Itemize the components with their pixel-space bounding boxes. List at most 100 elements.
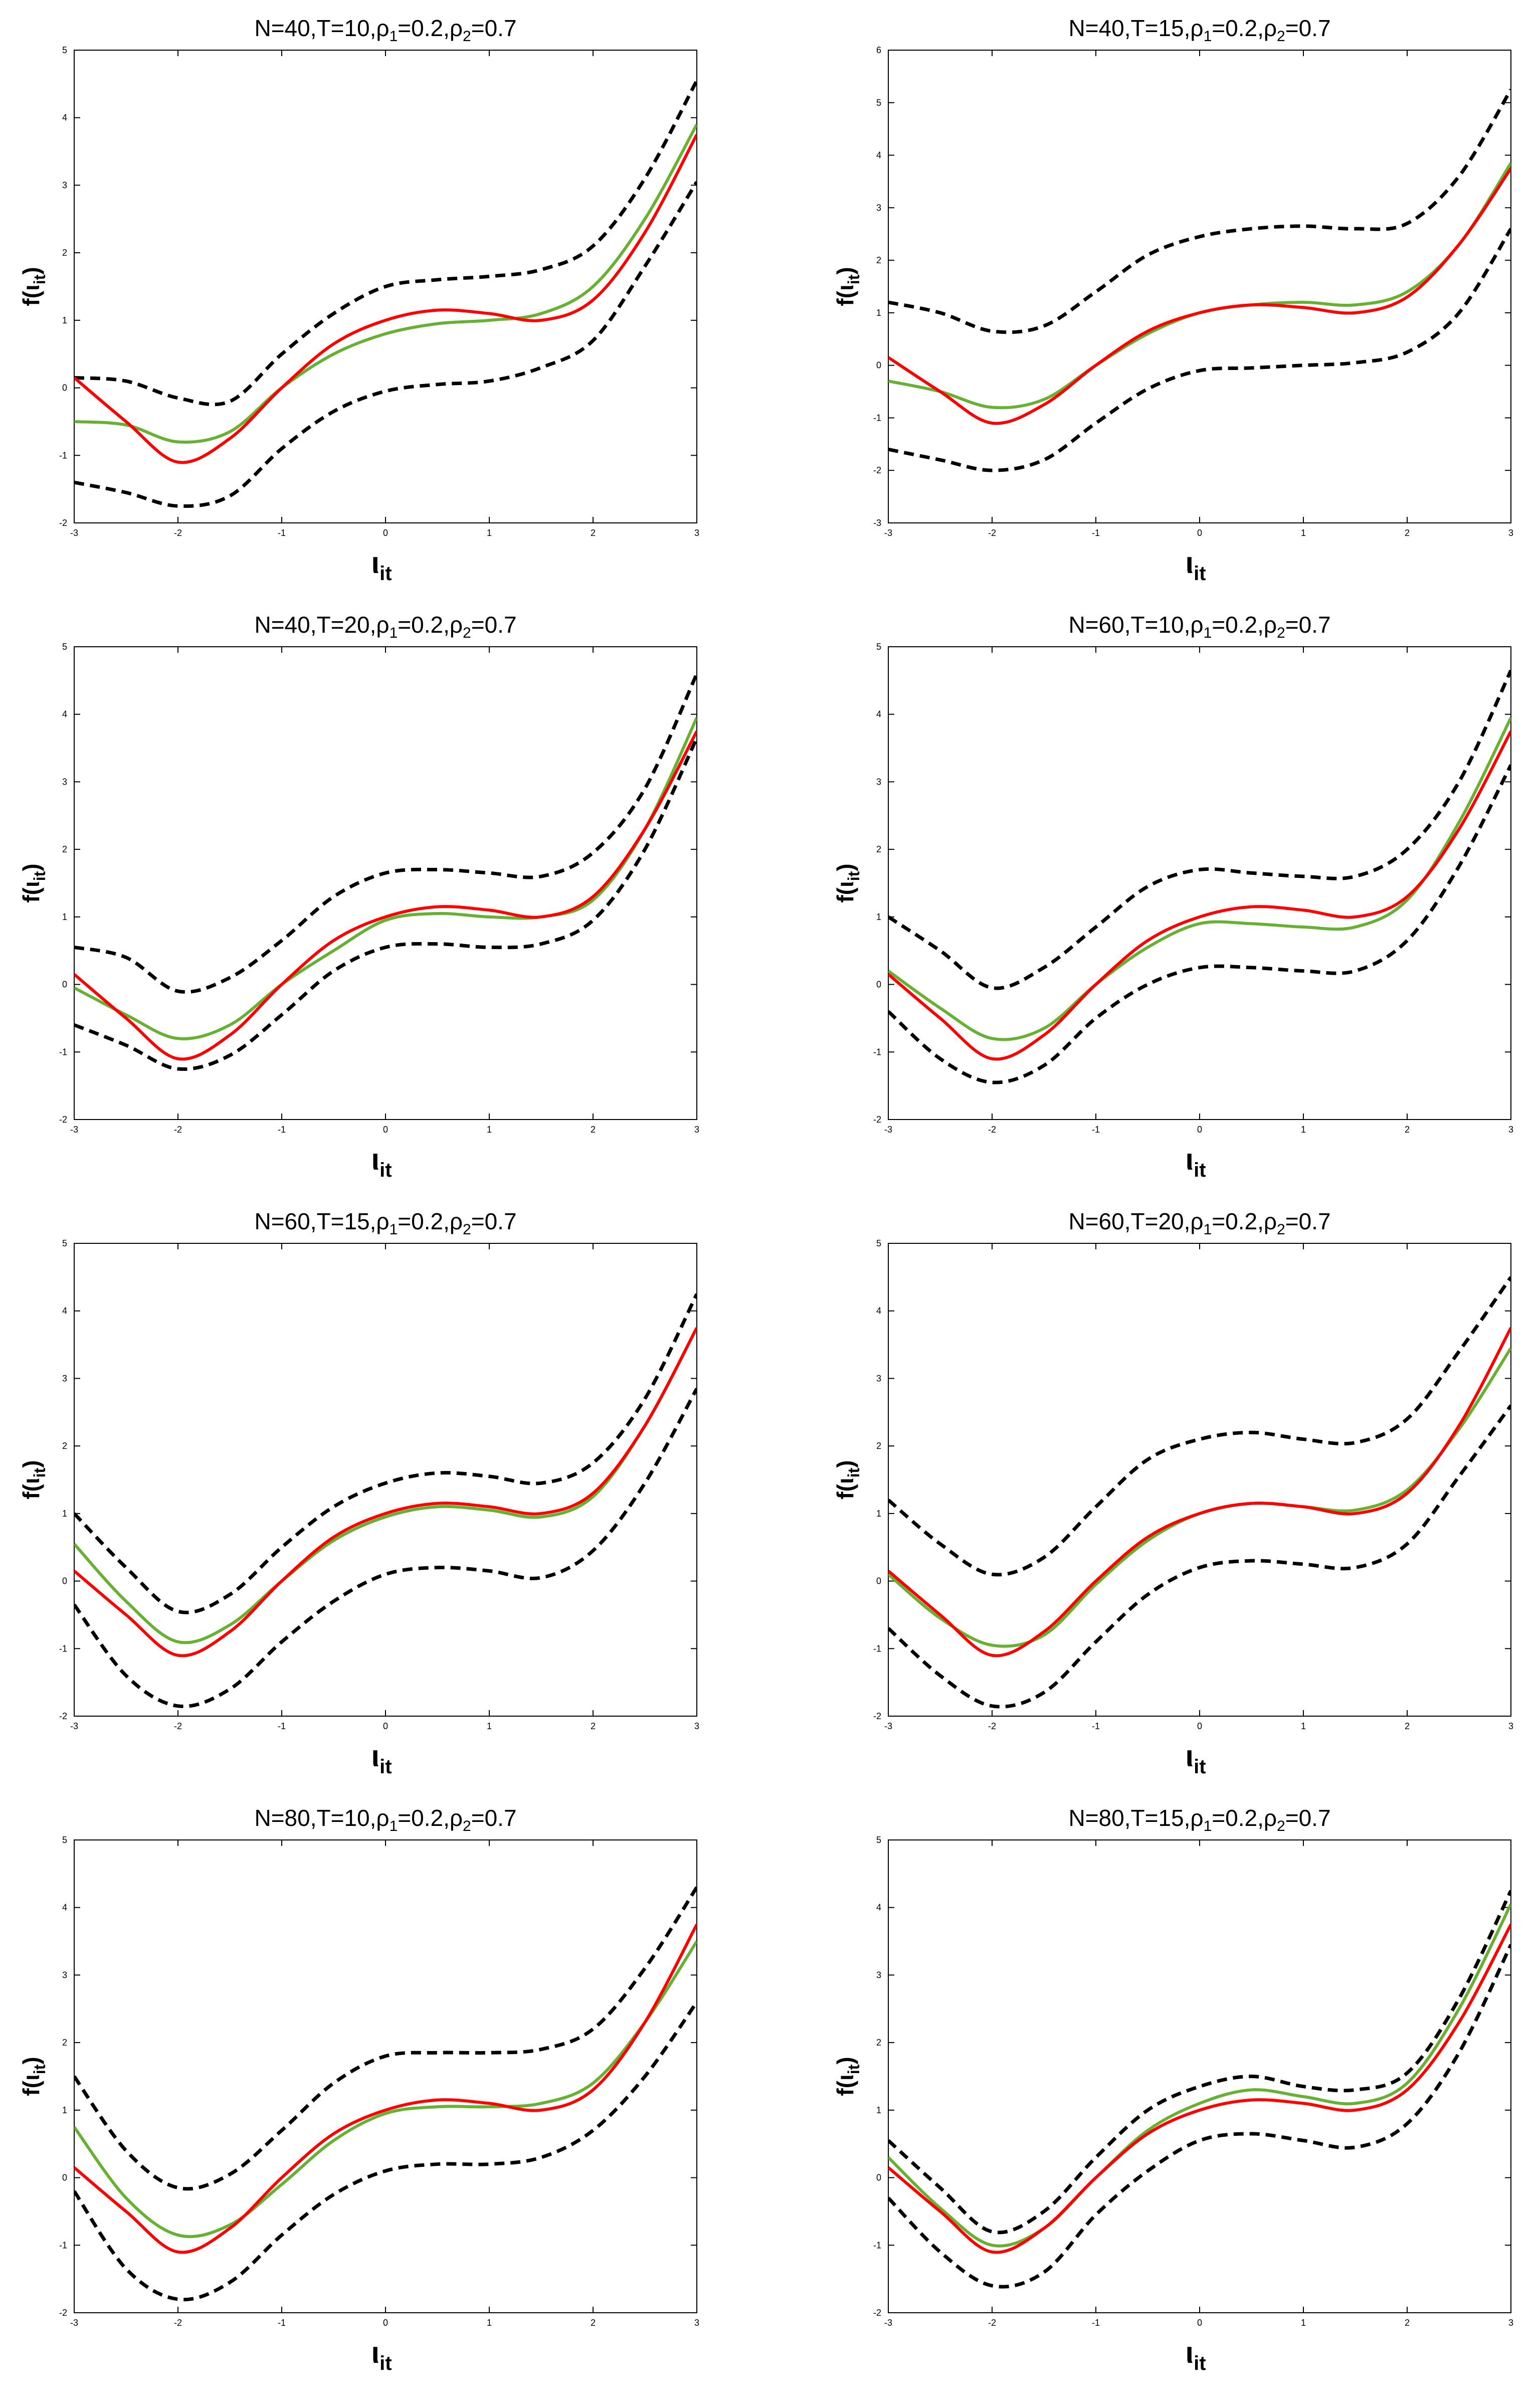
chart-title: N=60,T=20,ρ1=0.2,ρ2=0.7 — [1068, 1208, 1330, 1238]
y-tick-label: 2 — [62, 2037, 67, 2048]
y-tick-label: 2 — [62, 1441, 67, 1451]
true-function-line — [888, 730, 1511, 1061]
y-tick-label: -2 — [59, 1711, 67, 1721]
y-tick-label: 2 — [62, 844, 67, 854]
y-tick-label: 3 — [62, 1970, 67, 1980]
y-tick-label: -3 — [873, 518, 881, 528]
y-tick-label: 5 — [876, 1238, 881, 1248]
y-tick-label: -2 — [59, 2308, 67, 2318]
x-tick-label: -3 — [70, 1721, 78, 1731]
y-tick-label: 3 — [62, 180, 67, 190]
x-tick-label: -1 — [278, 1721, 286, 1731]
x-tick-label: 2 — [1405, 2318, 1410, 2328]
x-tick-label: 1 — [487, 2318, 492, 2328]
y-tick-label: -1 — [873, 413, 881, 423]
y-tick-label: -1 — [873, 2240, 881, 2250]
plot-area — [74, 1839, 697, 2313]
x-tick-label: 0 — [383, 1721, 388, 1731]
x-tick-label: 3 — [694, 1125, 699, 1135]
upper-band-line — [74, 673, 697, 994]
upper-band-line — [888, 669, 1511, 990]
x-tick-label: -1 — [278, 528, 286, 538]
x-tick-label: 0 — [1197, 2318, 1202, 2328]
x-tick-label: 1 — [1301, 528, 1306, 538]
x-tick-label: 0 — [1197, 1125, 1202, 1135]
x-tick-label: 1 — [487, 1125, 492, 1135]
x-tick-label: -2 — [988, 1125, 996, 1135]
plot-area — [888, 646, 1511, 1120]
y-tick-label: 0 — [876, 1576, 881, 1586]
x-tick-label: -3 — [70, 1125, 78, 1135]
y-axis-label: f(ιit) — [832, 267, 863, 306]
x-tick-label: -2 — [174, 528, 182, 538]
y-tick-label: 1 — [62, 912, 67, 922]
y-tick-label: 2 — [876, 1441, 881, 1451]
plot-area — [888, 1839, 1511, 2313]
plot-area — [888, 1243, 1511, 1717]
y-tick-label: 2 — [876, 2037, 881, 2048]
x-tick-label: -1 — [278, 2318, 286, 2328]
y-tick-label: -1 — [873, 1047, 881, 1057]
chart-panel: -3 -2 -1 0 1 2 3 -3 -2 -1 0 1 2 3 4 5 6 N=40,T=15,ρ1=0.2,… — [769, 0, 1538, 597]
chart-title: N=40,T=15,ρ1=0.2,ρ2=0.7 — [1068, 15, 1330, 45]
chart-title: N=60,T=10,ρ1=0.2,ρ2=0.7 — [1068, 612, 1330, 641]
chart-panel: -3 -2 -1 0 1 2 3 -2 -1 0 1 2 3 4 5 N=40,T=10,ρ1=0.2,ρ2=… — [0, 0, 769, 597]
true-function-line — [888, 167, 1511, 425]
y-tick-label: 3 — [62, 777, 67, 787]
lower-band-line — [888, 1944, 1511, 2289]
y-axis-label: f(ιit) — [832, 863, 863, 902]
true-function-line — [888, 1923, 1511, 2254]
y-axis-label: f(ιit) — [18, 1460, 49, 1499]
upper-band-line — [74, 1293, 697, 1614]
true-function-line — [74, 133, 697, 464]
x-axis-label: ιit — [1185, 1143, 1206, 1181]
x-tick-label: -3 — [884, 2318, 892, 2328]
y-tick-label: 4 — [62, 1903, 67, 1913]
y-tick-label: 2 — [62, 248, 67, 258]
y-tick-label: -2 — [59, 1115, 67, 1125]
y-tick-label: 3 — [876, 1373, 881, 1383]
y-tick-label: 2 — [876, 255, 881, 265]
y-axis-label: f(ιit) — [18, 267, 49, 306]
x-tick-label: 0 — [1197, 1721, 1202, 1731]
x-tick-label: 1 — [1301, 1125, 1306, 1135]
chart-svg: -3 -2 -1 0 1 2 3-2-1012345N=60,T=10,ρ1=0.2,ρ2=… — [832, 612, 1513, 1181]
estimate-line — [888, 1903, 1511, 2248]
y-tick-label: 3 — [876, 1970, 881, 1980]
x-tick-label: 0 — [383, 2318, 388, 2328]
x-tick-label: -2 — [174, 2318, 182, 2328]
lower-band-line — [74, 737, 697, 1071]
x-axis-label: ιit — [1185, 2336, 1206, 2374]
y-axis-label: f(ιit) — [832, 2057, 863, 2096]
upper-band-line — [74, 79, 697, 407]
x-tick-label: 1 — [1301, 2318, 1306, 2328]
x-tick-label: 3 — [1508, 1125, 1513, 1135]
true-function-line — [74, 730, 697, 1061]
y-tick-label: 4 — [62, 113, 67, 123]
y-tick-label: -2 — [873, 1115, 881, 1125]
y-tick-label: 5 — [876, 642, 881, 652]
x-axis-label: ιit — [371, 1143, 392, 1181]
y-tick-label: 3 — [62, 1373, 67, 1383]
y-tick-label: -1 — [59, 1047, 67, 1057]
y-tick-label: -2 — [873, 465, 881, 475]
chart-panel: -3 -2 -1 0 1 2 3 -2 -1 0 1 2 3 4 5 N=80,T=15,ρ1=0.2,ρ2=… — [769, 1790, 1538, 2386]
x-tick-label: 3 — [694, 1721, 699, 1731]
plot-area — [888, 50, 1511, 523]
y-tick-label: -1 — [59, 1643, 67, 1653]
y-tick-label: 4 — [876, 709, 881, 719]
y-tick-label: 3 — [876, 777, 881, 787]
x-tick-label: 2 — [591, 1721, 596, 1731]
y-tick-label: 4 — [876, 1903, 881, 1913]
lower-band-line — [74, 180, 697, 508]
y-tick-label: 4 — [62, 1306, 67, 1316]
x-tick-label: -1 — [1092, 528, 1100, 538]
upper-band-line — [74, 1886, 697, 2191]
true-function-line — [888, 1327, 1511, 1657]
chart-svg: -3 -2 -1 0 1 2 3-2-1012345N=60,T=20,ρ1=0.2,ρ2=… — [832, 1208, 1513, 1778]
x-axis-label: ιit — [371, 1739, 392, 1778]
chart-title: N=80,T=10,ρ1=0.2,ρ2=0.7 — [254, 1805, 516, 1834]
y-tick-label: 1 — [876, 912, 881, 922]
x-axis-label: ιit — [1185, 1739, 1206, 1778]
x-tick-label: 3 — [1508, 528, 1513, 538]
